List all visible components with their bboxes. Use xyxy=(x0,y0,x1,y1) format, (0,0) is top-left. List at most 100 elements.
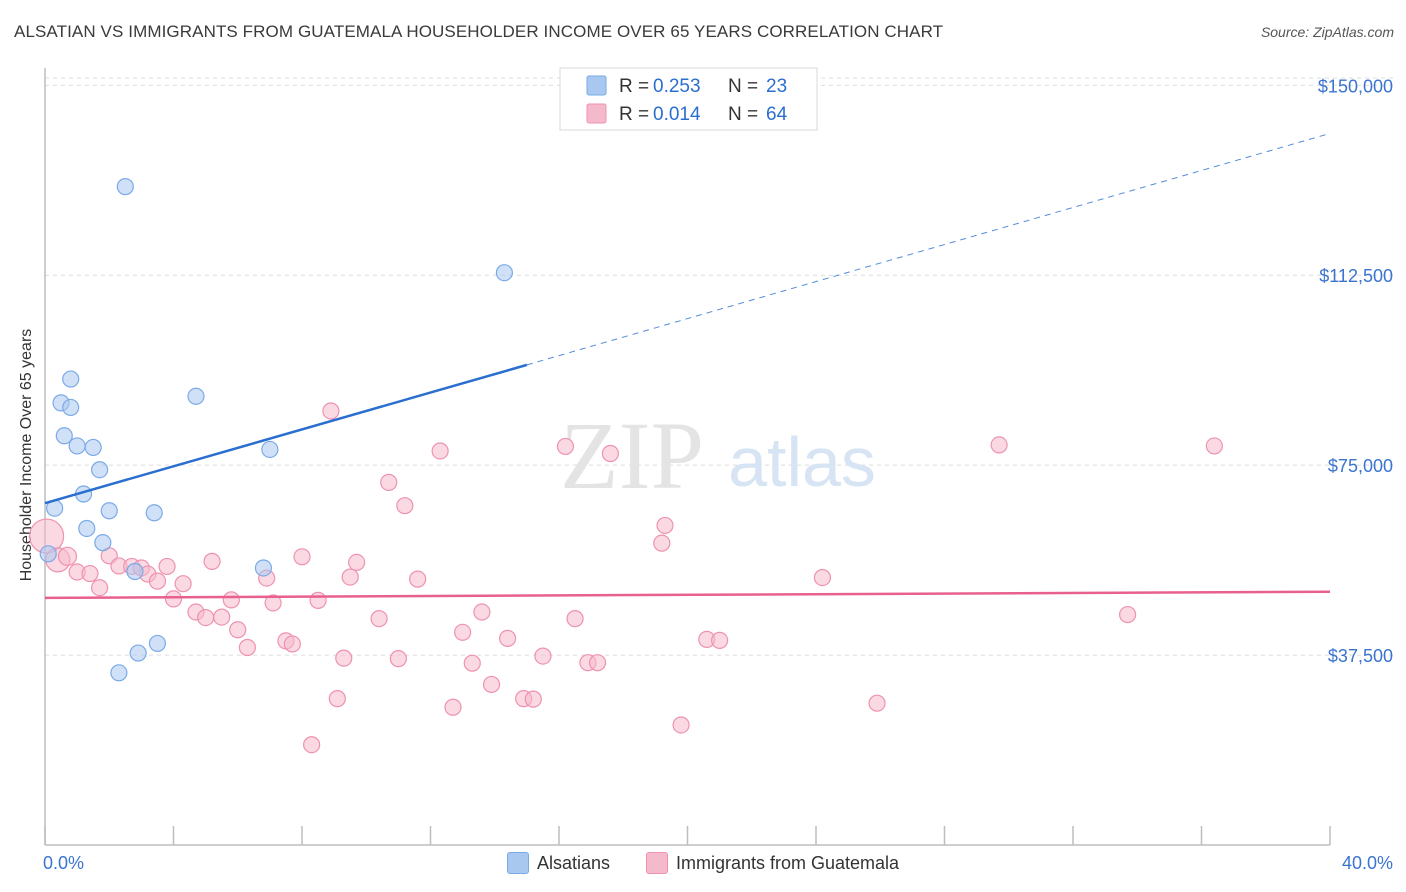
legend-r-label: R = xyxy=(619,76,649,97)
guatemala-point xyxy=(303,736,321,754)
guatemala-point xyxy=(264,594,282,612)
legend-r-value: 0.014 xyxy=(653,104,701,125)
alsatian-point xyxy=(62,398,80,417)
legend-swatch-guatemala xyxy=(586,103,607,124)
guatemala-point xyxy=(148,572,167,590)
legend-r-value: 0.253 xyxy=(653,76,701,97)
guatemala-point xyxy=(672,716,690,734)
guatemala-point xyxy=(81,564,99,583)
guatemala-point xyxy=(380,473,398,491)
guatemala-point xyxy=(653,534,671,552)
guatemala-point xyxy=(229,621,247,639)
legend-bottom: Alsatians Immigrants from Guatemala xyxy=(0,852,1406,874)
alsatian-point xyxy=(110,664,128,682)
guatemala-point xyxy=(1205,437,1223,455)
guatemala-point xyxy=(309,591,327,609)
guatemala-point xyxy=(341,568,359,586)
alsatian-point xyxy=(94,534,112,552)
axes xyxy=(44,68,1331,846)
legend-n-value: 23 xyxy=(766,76,787,97)
alsatian-point xyxy=(187,387,205,405)
guatemala-point xyxy=(293,548,311,566)
alsatian-point xyxy=(55,427,73,445)
y-tick-label: $150,000 xyxy=(1318,76,1393,96)
guatemala-point xyxy=(431,442,449,460)
chart-title: ALSATIAN VS IMMIGRANTS FROM GUATEMALA HO… xyxy=(14,22,944,41)
guatemala-point xyxy=(348,553,366,572)
alsatian-point xyxy=(100,502,118,520)
alsatian-point xyxy=(254,559,273,577)
y-tick-label: $112,500 xyxy=(1319,266,1393,286)
alsatian-point xyxy=(62,370,80,388)
guatemala-point xyxy=(409,570,427,588)
y-tick-label: $75,000 xyxy=(1328,456,1393,476)
legend-item-alsatians[interactable]: Alsatians xyxy=(506,852,610,874)
alsatian-trend-line xyxy=(44,363,528,505)
legend-swatch-guatemala xyxy=(645,852,668,874)
guatemala-trend-line xyxy=(44,590,1331,600)
alsatian-point xyxy=(78,519,96,538)
guatemala-point xyxy=(203,552,221,570)
guatemala-point xyxy=(601,444,620,463)
guatemala-point xyxy=(482,675,501,694)
legend-swatch-alsatians xyxy=(586,75,607,96)
alsatian-point xyxy=(39,545,57,563)
x-tick-label: 40.0% xyxy=(1342,853,1393,873)
guatemala-point xyxy=(588,654,607,672)
guatemala-point xyxy=(499,629,517,647)
guatemala-point xyxy=(335,649,353,667)
alsatian-point xyxy=(261,440,279,459)
guatemala-point xyxy=(1119,605,1137,624)
guatemala-point xyxy=(174,575,192,593)
guatemala-point xyxy=(711,631,729,649)
alsatian-point xyxy=(91,461,109,479)
watermark-atlas: atlas xyxy=(728,423,876,501)
legend-swatch-alsatians xyxy=(506,852,529,874)
guatemala-point xyxy=(656,516,674,535)
guatemala-point xyxy=(158,557,176,576)
guatemala-point xyxy=(454,623,472,641)
alsatian-point xyxy=(126,562,144,581)
legend-top: R = 0.253 N = 23 R = 0.014 N = 64 xyxy=(559,67,818,131)
legend-n-label: N = xyxy=(728,76,758,97)
guatemala-point xyxy=(164,590,183,608)
grid-lines xyxy=(45,77,1395,656)
alsatian-point xyxy=(495,264,513,282)
guatemala-point xyxy=(328,690,346,708)
legend-item-guatemala[interactable]: Immigrants from Guatemala xyxy=(645,852,900,874)
guatemala-point xyxy=(222,591,240,609)
x-tick-label: 0.0% xyxy=(43,853,84,873)
alsatian-point xyxy=(145,504,163,522)
guatemala-point xyxy=(566,610,584,628)
watermark: ZIP atlas xyxy=(560,402,876,509)
guatemala-point xyxy=(91,579,109,597)
guatemala-point xyxy=(389,650,407,668)
legend-n-value: 64 xyxy=(766,104,788,125)
alsatian-point xyxy=(129,644,147,662)
guatemala-point xyxy=(473,603,491,621)
guatemala-point xyxy=(283,635,301,653)
guatemala-point xyxy=(57,546,78,566)
guatemala-point xyxy=(197,609,215,627)
legend-r-label: R = xyxy=(619,104,649,125)
tick-labels: $37,500 $75,000 $112,500 $150,000 0.0% 40.0% xyxy=(43,76,1393,873)
legend-label-alsatians: Alsatians xyxy=(536,852,610,873)
guatemala-point xyxy=(534,647,552,665)
y-tick-label: $37,500 xyxy=(1328,646,1393,666)
guatemala-point xyxy=(213,608,231,626)
guatemala-point xyxy=(322,402,340,420)
alsatian-trend-extension xyxy=(526,132,1331,366)
guatemala-point xyxy=(444,698,462,716)
watermark-zip: ZIP xyxy=(560,402,704,509)
guatemala-point xyxy=(370,610,388,628)
guatemala-point xyxy=(990,436,1008,454)
data-points xyxy=(29,178,1223,754)
guatemala-point xyxy=(463,654,481,672)
source-label: Source: ZipAtlas.com xyxy=(1260,24,1394,40)
legend-n-label: N = xyxy=(728,104,758,125)
guatemala-point xyxy=(396,497,414,515)
alsatian-point xyxy=(148,634,167,653)
alsatian-point xyxy=(116,178,134,196)
guatemala-point xyxy=(238,638,256,657)
legend-label-guatemala: Immigrants from Guatemala xyxy=(675,852,900,873)
